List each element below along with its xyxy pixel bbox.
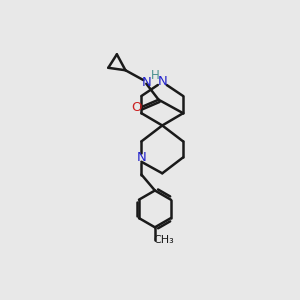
Text: N: N	[158, 75, 167, 88]
Text: CH₃: CH₃	[153, 235, 174, 244]
Text: O: O	[132, 100, 142, 114]
Text: N: N	[141, 76, 151, 89]
Text: N: N	[136, 151, 146, 164]
Text: H: H	[151, 69, 160, 82]
